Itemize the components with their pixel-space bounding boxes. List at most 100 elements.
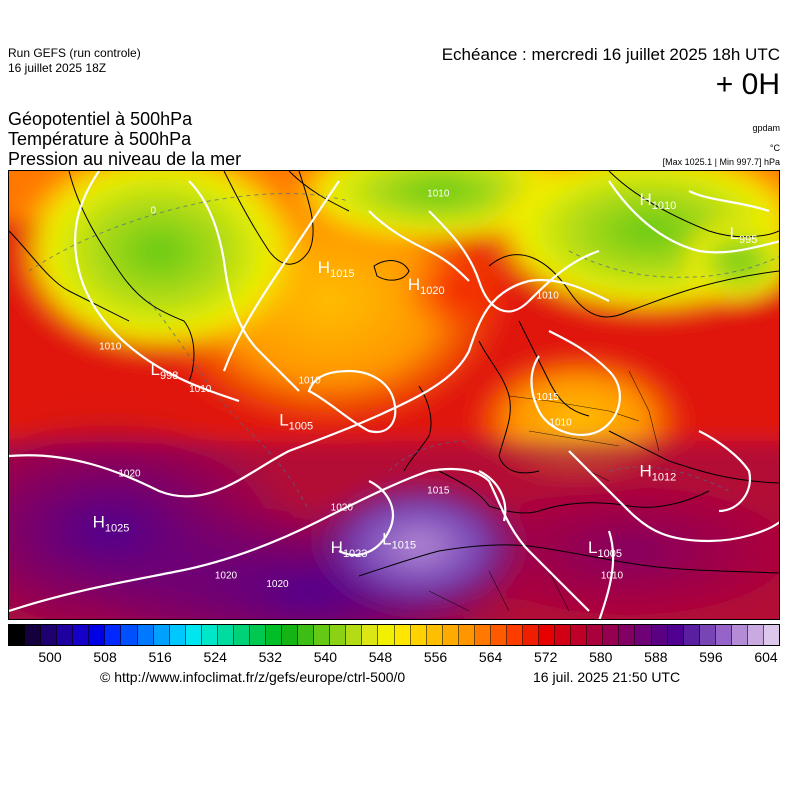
coastlines [9, 171, 779, 577]
low-pressure-center: L995 [730, 224, 758, 246]
color-swatch [539, 625, 556, 645]
isobar-label: 1020 [118, 469, 141, 480]
color-swatch [41, 625, 58, 645]
color-swatch [330, 625, 347, 645]
isobar-label: 1010 [299, 375, 322, 386]
isobar-label: 1020 [331, 503, 354, 514]
color-swatch [410, 625, 427, 645]
low-pressure-center: L998 [151, 360, 179, 382]
color-swatch [635, 625, 652, 645]
color-swatch [731, 625, 748, 645]
color-swatch [763, 625, 779, 645]
color-swatch [394, 625, 411, 645]
color-swatch [587, 625, 604, 645]
color-swatch [651, 625, 668, 645]
color-swatch [474, 625, 491, 645]
color-scale-tick: 572 [534, 649, 558, 665]
color-swatch [233, 625, 250, 645]
high-pressure-center: H1010 [639, 190, 676, 212]
color-swatch [747, 625, 764, 645]
temperature-field [9, 171, 779, 619]
color-scale-tick: 588 [644, 649, 668, 665]
color-scale-tick: 532 [258, 649, 282, 665]
color-scale [8, 624, 780, 646]
color-swatch [57, 625, 74, 645]
color-swatch [458, 625, 475, 645]
color-scale-tick: 500 [38, 649, 62, 665]
color-scale-tick: 516 [148, 649, 172, 665]
isobar-label: 1020 [266, 579, 289, 590]
color-swatch [362, 625, 379, 645]
color-scale-ticks: 500 508 516 524 532 540 548 556 564 572 580 588 596 6… [8, 648, 780, 666]
generation-timestamp: 16 juil. 2025 21:50 UTC [533, 669, 681, 685]
isobar-label: 1015 [537, 392, 560, 403]
isobar-label: 1015 [427, 486, 450, 497]
high-pressure-center: H1025 [93, 513, 130, 535]
source-credit: © http://www.infoclimat.fr/z/gefs/europe… [100, 669, 406, 685]
field-temperature: Température à 500hPa [8, 129, 192, 149]
color-swatch [137, 625, 154, 645]
isobar-label: 1010 [189, 384, 212, 395]
color-swatch [346, 625, 363, 645]
color-swatch [603, 625, 620, 645]
unit-geopotential: gpdam [752, 123, 780, 133]
color-swatch [490, 625, 507, 645]
lead-time: + 0H [715, 68, 780, 101]
color-swatch [523, 625, 540, 645]
color-scale-tick: 540 [313, 649, 338, 665]
color-scale-tick: 596 [699, 649, 723, 665]
temperature-isotherms [28, 193, 779, 512]
color-swatch [715, 625, 732, 645]
color-swatch [442, 625, 459, 645]
color-swatch [249, 625, 266, 645]
isobar-labels: 1020 1020 1020 1020 1010 1010 1010 1010 1010 1015… [99, 188, 623, 590]
color-scale-tick: 508 [93, 649, 117, 665]
run-date: 16 juillet 2025 18Z [8, 61, 107, 75]
color-swatch [266, 625, 283, 645]
color-scale-tick: 564 [478, 649, 503, 665]
isobars [9, 171, 779, 619]
low-pressure-center: L1015 [382, 530, 416, 552]
color-scale-tick: 548 [368, 649, 393, 665]
high-pressure-center: H1020 [408, 275, 445, 297]
color-swatch [73, 625, 90, 645]
low-pressure-center: L1005 [279, 411, 313, 433]
low-pressure-center: L1005 [588, 538, 622, 560]
color-swatch [378, 625, 395, 645]
color-swatch [121, 625, 138, 645]
color-swatch [699, 625, 716, 645]
high-pressure-center: H1023 [331, 538, 368, 560]
isobar-label: 1010 [99, 341, 122, 352]
isobar-label: 1010 [427, 188, 450, 199]
color-swatch [89, 625, 106, 645]
isobar-label: 1020 [215, 571, 238, 582]
isobar-label: 1010 [549, 418, 572, 429]
color-swatch [25, 625, 42, 645]
color-swatch [169, 625, 186, 645]
field-pressure: Pression au niveau de la mer [8, 149, 242, 169]
pressure-range: [Max 1025.1 | Min 997.7] hPa [662, 157, 780, 167]
weather-map: 1020 1020 1020 1020 1010 1010 1010 1010 1010 1015… [8, 170, 780, 620]
run-title: Run GEFS (run controle) [8, 46, 141, 60]
borders [428, 370, 660, 612]
color-swatch [683, 625, 700, 645]
color-swatch [105, 625, 122, 645]
color-scale-tick: 524 [203, 649, 227, 665]
color-swatch [185, 625, 202, 645]
color-scale-tick: 604 [754, 649, 778, 665]
field-geopotential: Géopotentiel à 500hPa [8, 109, 193, 129]
color-swatch [506, 625, 523, 645]
forecast-valid-time: Echéance : mercredi 16 juillet 2025 18h … [441, 45, 780, 64]
color-swatch [426, 625, 443, 645]
isobar-label: 1010 [537, 290, 560, 301]
color-swatch [314, 625, 331, 645]
isobar-label: 1010 [601, 571, 624, 582]
unit-temperature: °C [769, 143, 780, 153]
color-swatch [153, 625, 170, 645]
isobar-label: 0 [151, 205, 157, 216]
color-swatch [667, 625, 684, 645]
color-swatch [282, 625, 299, 645]
color-swatch [555, 625, 572, 645]
color-scale-tick: 580 [589, 649, 613, 665]
color-swatch [619, 625, 636, 645]
